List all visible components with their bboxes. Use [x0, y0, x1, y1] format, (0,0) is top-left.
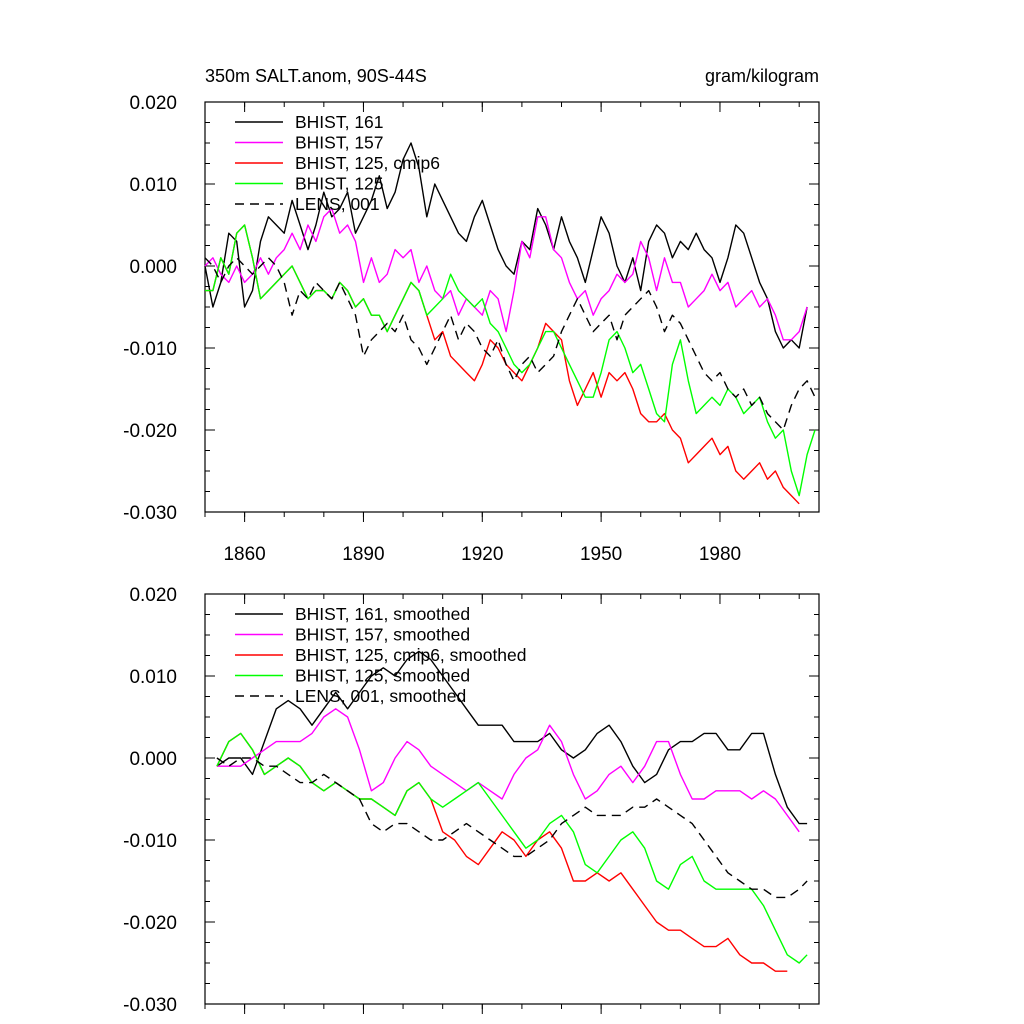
y-tick-label: -0.010	[123, 831, 177, 852]
legend-label: LENS, 001, smoothed	[295, 686, 466, 706]
y-tick-label: 0.020	[129, 93, 177, 114]
ticks: 0.020 0.010 0.000 -0.010 -0.020 -0.030 1860 189…	[123, 93, 819, 565]
legend-label: BHIST, 161	[295, 112, 384, 132]
y-tick-label: -0.030	[123, 503, 177, 524]
y-tick-label: 0.020	[129, 585, 177, 606]
units-label: gram/kilogram	[705, 66, 819, 86]
legend-label: BHIST, 157	[295, 133, 384, 153]
y-tick-label: -0.030	[123, 995, 177, 1016]
legend-label: BHIST, 125	[295, 174, 384, 194]
x-tick-label: 1890	[342, 544, 384, 565]
series-line-1	[204, 207, 808, 341]
legend-label: BHIST, 125, cmip6	[295, 153, 440, 173]
top-panel: 350m SALT.anom, 90S-44S gram/kilogram 0.…	[123, 66, 820, 565]
y-tick-label: -0.020	[123, 421, 177, 442]
series-line-3	[216, 732, 808, 964]
y-tick-label: 0.010	[129, 667, 177, 688]
legend-label: BHIST, 125, cmip6, smoothed	[295, 645, 527, 665]
series-line-4	[216, 757, 808, 899]
series-line-3	[205, 224, 816, 497]
series-group	[204, 142, 816, 505]
ticks: 0.020 0.010 0.000 -0.010 -0.020 -0.030	[123, 585, 819, 1016]
legend-label: LENS, 001	[295, 194, 380, 214]
series-group	[216, 650, 808, 972]
series-line-0	[216, 650, 808, 825]
series-line-4	[204, 257, 816, 431]
x-tick-label: 1950	[580, 544, 622, 565]
series-line-0	[204, 142, 808, 349]
y-tick-label: -0.020	[123, 913, 177, 934]
bottom-panel: 0.020 0.010 0.000 -0.010 -0.020 -0.030 BHIST,…	[123, 585, 820, 1016]
x-tick-label: 1980	[699, 544, 741, 565]
x-tick-label: 1860	[223, 544, 265, 565]
y-tick-label: 0.000	[129, 749, 177, 770]
y-tick-label: 0.010	[129, 175, 177, 196]
y-tick-label: 0.000	[129, 257, 177, 278]
series-line-2	[205, 224, 800, 505]
legend-label: BHIST, 161, smoothed	[295, 604, 470, 624]
chart-title: 350m SALT.anom, 90S-44S	[205, 66, 427, 86]
series-line-1	[216, 708, 800, 833]
legend-label: BHIST, 157, smoothed	[295, 625, 470, 645]
x-tick-label: 1920	[461, 544, 503, 565]
y-tick-label: -0.010	[123, 339, 177, 360]
legend-label: BHIST, 125, smoothed	[295, 666, 470, 686]
